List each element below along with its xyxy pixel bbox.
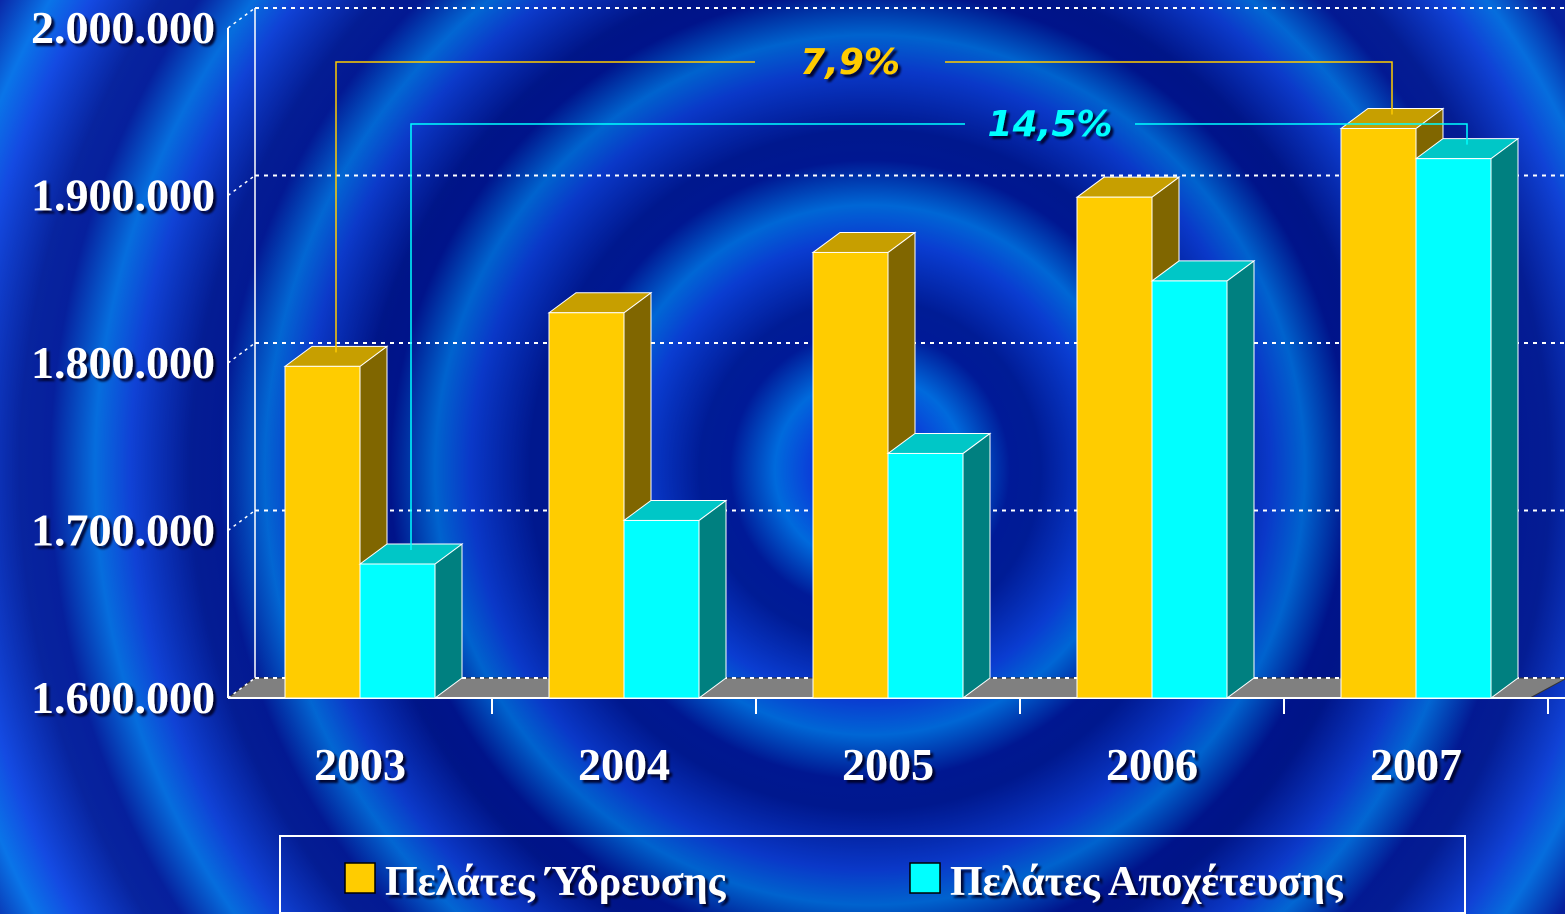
legend-label: Πελάτες Ύδρευσης (385, 859, 727, 905)
bar (549, 313, 624, 698)
y-tick-label: 1.700.000 (31, 505, 215, 556)
bar (813, 252, 888, 698)
grid-diagonal (228, 176, 255, 196)
bar (1077, 197, 1152, 698)
x-tick-label: 2003 (314, 739, 406, 790)
annotation: 7,9% (800, 42, 900, 83)
bar (1152, 281, 1227, 698)
bar (360, 564, 435, 698)
bar-side (435, 544, 462, 698)
x-tick-label: 2007 (1370, 739, 1462, 790)
bar-side (963, 433, 990, 698)
legend-swatch (345, 863, 375, 893)
bar-side (1491, 139, 1518, 698)
bar-side (699, 500, 726, 698)
x-tick-label: 2006 (1106, 739, 1198, 790)
grid-diagonal (228, 8, 255, 28)
bar (1416, 159, 1491, 698)
chart: 1.600.000 1.700.000 1.800.000 1.900.000 2.00… (0, 0, 1565, 914)
annotation-bracket (336, 62, 755, 352)
y-tick-label: 2.000.000 (31, 2, 215, 53)
y-tick-label: 1.600.000 (31, 672, 215, 723)
grid-diagonal (228, 511, 255, 531)
y-tick-label: 1.900.000 (31, 170, 215, 221)
page: 1.600.000 1.700.000 1.800.000 1.900.000 2.00… (0, 0, 1565, 914)
bar (1341, 129, 1416, 699)
grid-diagonal (228, 343, 255, 363)
y-tick-label: 1.800.000 (31, 337, 215, 388)
legend-label: Πελάτες Αποχέτευσης (950, 859, 1344, 905)
legend-swatch (910, 863, 940, 893)
bar (888, 453, 963, 698)
x-tick-label: 2005 (842, 739, 934, 790)
x-tick-label: 2004 (578, 739, 670, 790)
bar (624, 520, 699, 698)
annotation: 14,5% (988, 104, 1113, 145)
bar-side (1227, 261, 1254, 698)
bar (285, 366, 360, 698)
